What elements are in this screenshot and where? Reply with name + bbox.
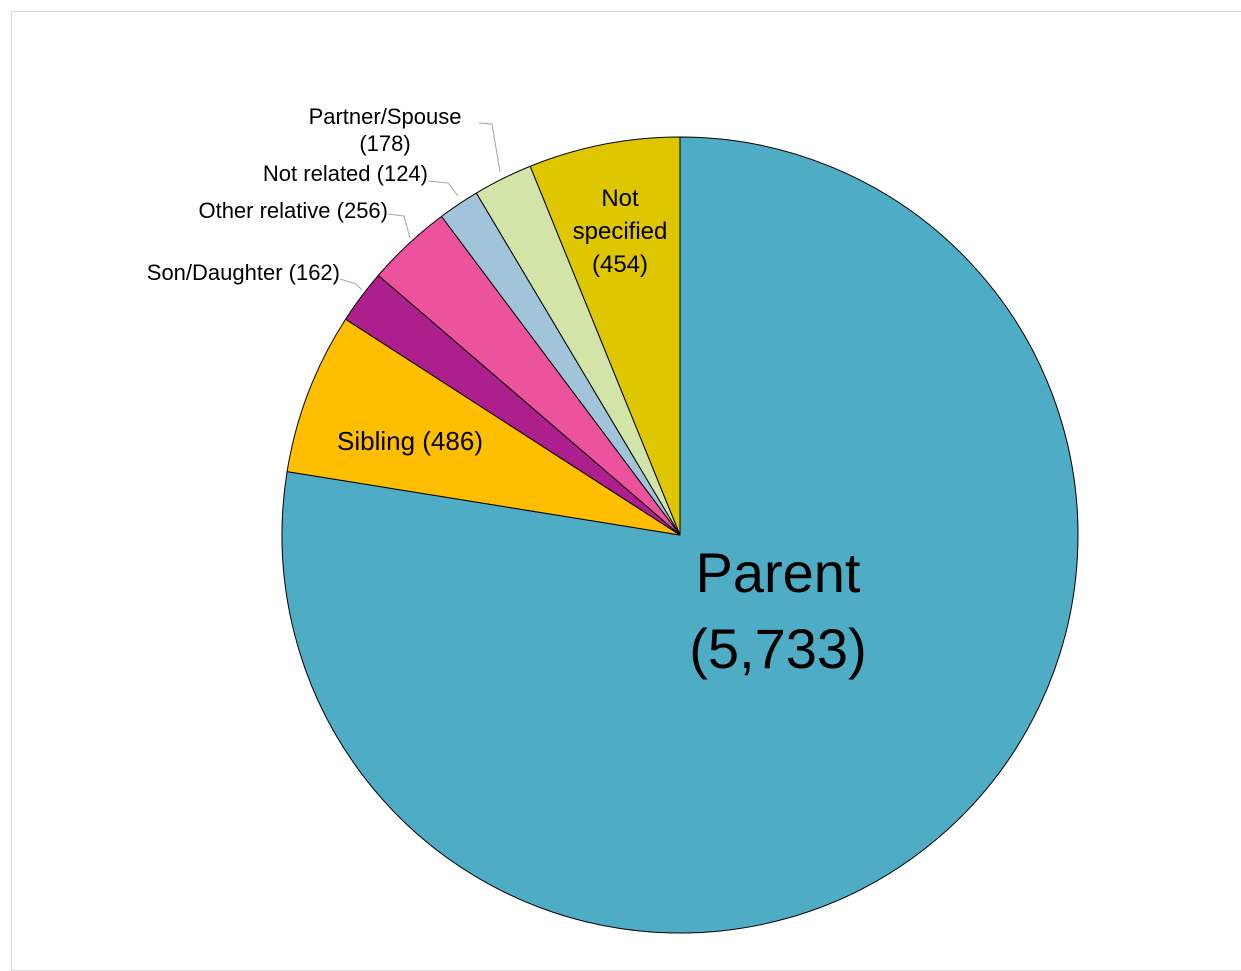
slice-label-not-specified: Not specified (454) (573, 185, 668, 278)
slice-label-line: (5,733) (689, 617, 866, 680)
pie-slice-not-specified (529, 136, 681, 536)
slice-label-line: Not (601, 185, 639, 212)
slice-label-line: Other relative (256) (198, 198, 388, 223)
slice-label-line: Parent (696, 541, 861, 604)
slice-label-line: (178) (359, 131, 410, 156)
leader-line-not-related (427, 180, 459, 197)
pie-slice-parent (281, 136, 1079, 934)
leader-line-other-relative (387, 213, 411, 239)
leader-line-son-daughter (339, 278, 363, 291)
pie-slice-sibling (286, 318, 681, 536)
slice-label-line: Sibling (486) (337, 426, 483, 456)
slice-label-not-related: Not related (124) (263, 161, 428, 186)
slice-labels: Parent (5,733) Sibling (486) Son/Daughter (… (147, 104, 867, 680)
slice-label-partner-spouse: Partner/Spouse (178) (309, 104, 462, 156)
slice-label-sibling: Sibling (486) (337, 426, 483, 456)
slice-label-line: Partner/Spouse (309, 104, 462, 129)
slice-label-parent: Parent (5,733) (689, 541, 866, 680)
leader-line-partner-spouse (478, 122, 501, 173)
pie-slices (281, 136, 1079, 934)
slice-label-line: Son/Daughter (162) (147, 260, 340, 285)
slice-label-line: (454) (592, 251, 648, 278)
leader-lines (339, 122, 501, 291)
slice-label-other-relative: Other relative (256) (198, 198, 388, 223)
slice-label-line: Not related (124) (263, 161, 428, 186)
slice-label-son-daughter: Son/Daughter (162) (147, 260, 340, 285)
slice-label-line: specified (573, 218, 668, 245)
